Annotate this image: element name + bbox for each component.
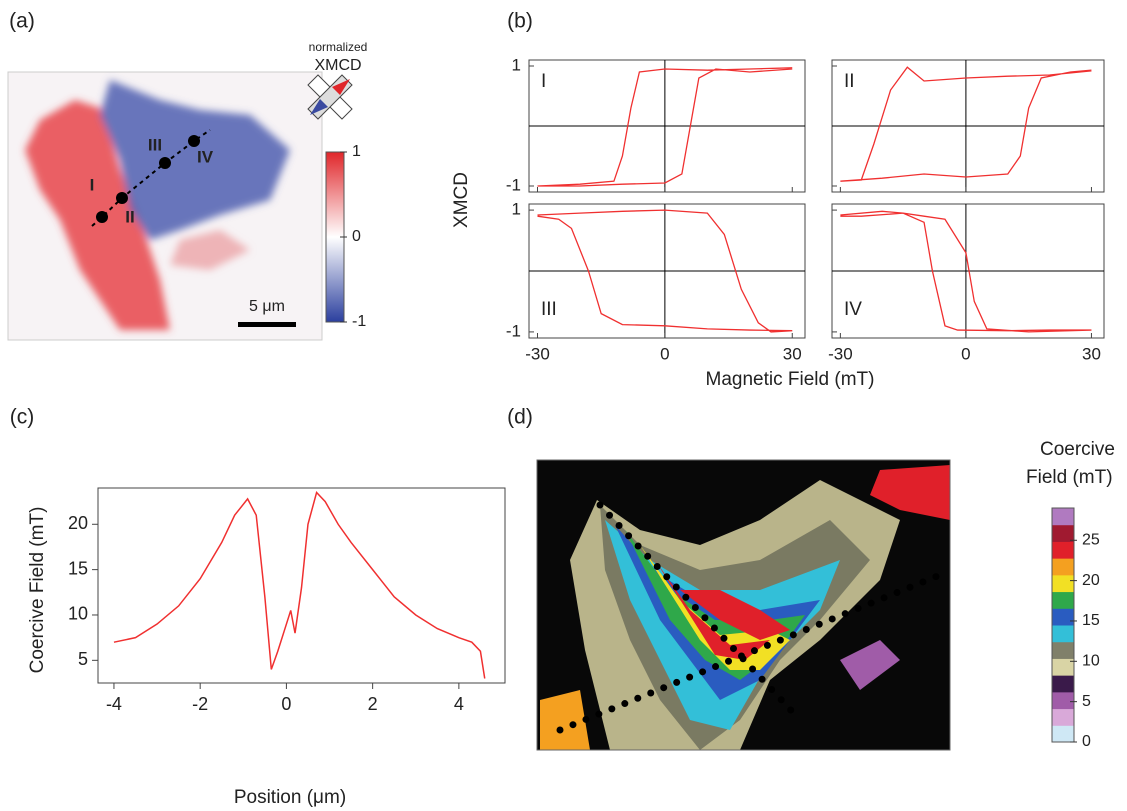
colorbar-title: Coercive (1040, 439, 1115, 460)
colorbar-segment (1052, 675, 1074, 693)
y-axis-label: Coercive Field (mT) (27, 507, 48, 674)
colorbar-tick-label: 25 (1082, 531, 1100, 548)
x-tick-label: 0 (281, 694, 291, 714)
hysteresis-loop (537, 209, 793, 333)
panel-label: (d) (507, 406, 533, 429)
hysteresis-loop (840, 66, 1092, 182)
x-tick-label: 4 (454, 694, 464, 714)
colorbar-tick-label: 0 (1082, 733, 1091, 750)
hysteresis-loop (537, 67, 793, 187)
colorbar-segment (1052, 508, 1074, 526)
profile-curve (113, 491, 486, 679)
x-tick-label: -30 (828, 344, 853, 363)
profile-lines (556, 501, 944, 734)
x-tick-label: 0 (961, 344, 970, 363)
x-tick-label: -4 (106, 694, 122, 714)
colorbar-tick-label: 20 (1082, 572, 1100, 589)
panel-label: (b) (507, 10, 533, 33)
x-tick-label: 30 (783, 344, 802, 363)
colorbar-segment (1052, 725, 1074, 743)
colorbar-segment (1052, 658, 1074, 676)
y-axis-label: XMCD (451, 172, 472, 228)
y-tick-label: -1 (506, 321, 521, 340)
plot-frame (97, 487, 506, 684)
axis-icon (307, 74, 353, 120)
x-tick-label: 2 (368, 694, 378, 714)
colorbar-segment (1052, 625, 1074, 643)
colorbar-segment (1052, 524, 1074, 542)
y-tick-label: -1 (506, 175, 521, 194)
colorbar-title: normalized (309, 40, 368, 54)
x-tick-label: 0 (660, 344, 669, 363)
colorbar-tick-label: 10 (1082, 653, 1100, 670)
colorbar-segment (1052, 574, 1074, 593)
colorbar-segment (1052, 608, 1074, 626)
panel-label: (c) (10, 406, 35, 429)
colorbar-tick-label: 0 (352, 228, 361, 245)
colorbar-segment (1052, 541, 1074, 559)
colorbar-frame (1051, 507, 1075, 743)
coercive-map (537, 460, 950, 750)
y-tick-label: 1 (512, 200, 521, 219)
y-tick-label: 15 (68, 558, 88, 578)
colorbar-title: Field (mT) (1026, 467, 1113, 488)
x-tick-label: -30 (525, 344, 550, 363)
scale-bar-label: 5 μm (249, 298, 285, 315)
colorbar-tick-label: 1 (352, 143, 361, 160)
subplot-label: IV (844, 299, 862, 320)
colorbar-segment (1052, 691, 1074, 710)
colorbar-segment (1052, 591, 1074, 609)
colorbar-tick-label: -1 (352, 313, 366, 330)
scale-bar (238, 322, 296, 327)
map-frame (536, 459, 951, 751)
subplot-label: II (844, 71, 855, 92)
hysteresis-loop (840, 210, 1092, 333)
x-tick-label: 30 (1082, 344, 1101, 363)
colorbar-tick-label: 5 (1082, 693, 1091, 710)
x-axis-label: Magnetic Field (mT) (706, 369, 875, 390)
colorbar-title: XMCD (314, 57, 361, 74)
colorbar (326, 152, 344, 322)
subplot-label: III (541, 299, 557, 320)
point-label: IV (197, 147, 214, 166)
point-label: II (125, 207, 134, 226)
y-tick-label: 5 (78, 649, 88, 669)
subplot-label: I (541, 71, 546, 92)
y-tick-label: 20 (68, 513, 88, 533)
y-tick-label: 10 (68, 604, 88, 624)
x-axis-label: Position (μm) (234, 787, 346, 808)
colorbar-segment (1052, 641, 1074, 659)
point-label: I (90, 175, 95, 194)
y-tick-label: 1 (512, 55, 521, 74)
point-markers (96, 135, 200, 223)
x-tick-label: -2 (192, 694, 208, 714)
point-label: III (148, 135, 162, 154)
colorbar-segment (1052, 558, 1074, 576)
colorbar-segment (1052, 708, 1074, 726)
colorbar-tick-label: 15 (1082, 612, 1100, 629)
panel-label: (a) (9, 10, 35, 33)
